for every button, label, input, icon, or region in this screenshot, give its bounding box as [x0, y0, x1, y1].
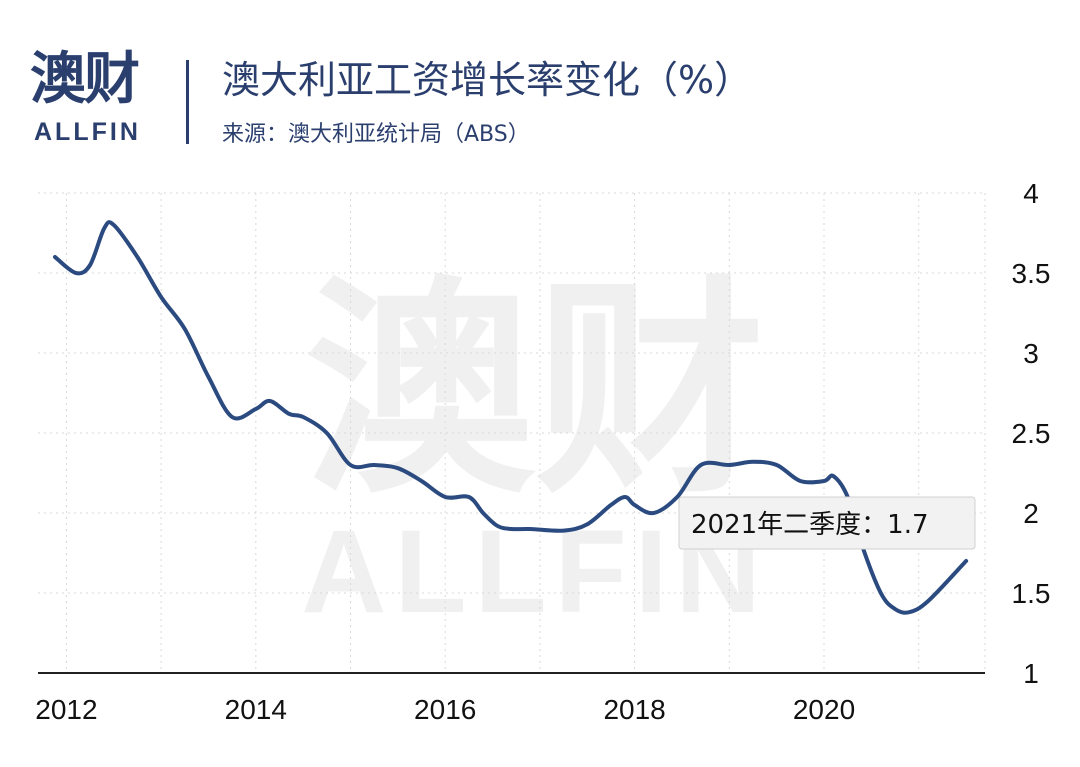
header-divider [186, 60, 189, 144]
y-tick-label: 3.5 [1012, 258, 1051, 289]
tooltip-background [678, 496, 976, 550]
x-tick-label: 2014 [225, 694, 287, 725]
y-tick-label: 2 [1023, 498, 1039, 529]
watermark: 澳财 ALLFIN [301, 262, 765, 638]
watermark-cn: 澳财 [305, 262, 765, 519]
y-tick-label: 1.5 [1012, 578, 1051, 609]
y-axis-ticks: 1 1.5 2 2.5 3 3.5 4 [1012, 178, 1051, 689]
y-tick-label: 1 [1023, 658, 1039, 689]
x-tick-label: 2012 [35, 694, 97, 725]
tooltip-label: 2021年二季度：1.7 [691, 510, 929, 540]
x-tick-label: 2016 [414, 694, 476, 725]
y-tick-label: 2.5 [1012, 418, 1051, 449]
series-line-wage-growth [53, 220, 969, 615]
logo-chinese: 澳财 [30, 47, 140, 112]
x-tick-label: 2018 [603, 694, 665, 725]
x-tick-label: 2020 [793, 694, 855, 725]
chart-source: 来源：澳大利亚统计局（ABS） [222, 122, 530, 147]
y-tick-label: 3 [1023, 338, 1039, 369]
x-axis-ticks: 2012 2014 2016 2018 2020 [35, 694, 855, 725]
chart-title: 澳大利亚工资增长率变化（%） [222, 58, 753, 102]
logo-english: ALLFIN [34, 118, 141, 146]
y-tick-label: 4 [1023, 178, 1039, 209]
annotation-tooltip: 2021年二季度：1.7 [678, 496, 976, 550]
